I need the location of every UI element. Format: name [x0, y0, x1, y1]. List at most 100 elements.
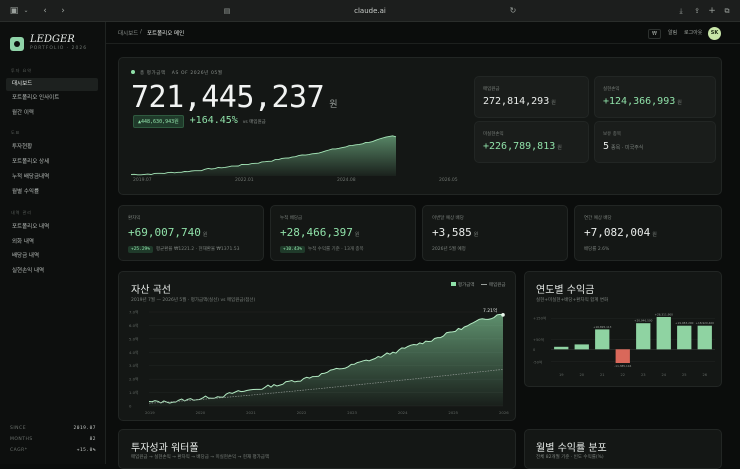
sidebar-item-realized-log[interactable]: 실현손익 내역	[12, 268, 45, 274]
x-tick-label: 2024	[398, 410, 408, 415]
x-tick-label: 23	[641, 373, 646, 377]
x-tick-label: 22	[621, 373, 626, 377]
hero-axis-label: 2024.08	[337, 177, 356, 183]
annual-bar	[574, 344, 589, 350]
sidebar-item-portfolio-log[interactable]: 포트폴리오 내역	[12, 224, 50, 230]
asset-line	[148, 313, 504, 404]
chevron-down-icon[interactable]: ⌄	[23, 7, 29, 14]
back-icon[interactable]: ‹	[43, 6, 47, 16]
x-tick-label: 24	[662, 373, 667, 377]
annual-profit-card: 연도별 수익금 실현+미실현+배당+환차익 합계 변화 +150억 +50억 0 -5…	[524, 271, 722, 387]
y-tick-label: 0	[129, 404, 132, 409]
stat-card-unrealized: 미실현손익 +226,789,813 원	[474, 121, 589, 163]
annual-bar	[554, 346, 569, 350]
sidebar-item-portfolio-detail[interactable]: 포트폴리오 상세	[12, 159, 50, 165]
y-tick-label: 3.0억	[129, 363, 139, 368]
download-icon[interactable]: ⤓	[679, 7, 683, 15]
asset-curve-legend: 평가금액 매입원금	[451, 282, 506, 288]
x-tick-label: 25	[682, 373, 687, 377]
top-bar: 대시보드 / 포트폴리오 메인 ₩ 알림 로그아웃 SK	[106, 22, 740, 44]
sidebar-item-dashboard[interactable]: 대시보드	[6, 78, 98, 91]
kpi-card-month-dividend: 이번달 예상 배당 +3,585 원 2026년 5월 예정	[422, 205, 568, 261]
hero-delta: ▲448,630,943원 +164.45% vs 매입원금	[133, 115, 266, 128]
x-tick-label: 20	[580, 373, 585, 377]
reader-icon[interactable]: ▤	[223, 7, 231, 15]
sidebar-item-fx-log[interactable]: 외화 내역	[12, 239, 34, 245]
annual-bar	[595, 329, 610, 350]
y-tick-label: 6.0억	[129, 323, 139, 328]
hero-sparkline-line	[131, 135, 397, 176]
bar-value-label: +20,946,500	[634, 319, 653, 323]
kpi-card-fx-gain: 환차익 +69,007,740 원 +25.29% 평균환율 ₩1221.2 · 현…	[118, 205, 264, 261]
annual-profit-title: 연도별 수익금	[536, 285, 595, 296]
x-tick-label: 2020	[196, 410, 206, 415]
forward-icon[interactable]: ›	[61, 6, 65, 16]
annual-bar	[677, 325, 692, 350]
hero-card: 총 평가금액 AS OF 2026년 05월 721,445,237 원 ▲448…	[118, 57, 722, 195]
sidebar-item-dividend-log[interactable]: 배당금 내역	[12, 253, 40, 259]
y-tick-label: +50억	[533, 337, 544, 342]
bar-value-label: +26,311,900	[655, 313, 674, 317]
asset-curve-card: 자산 곡선 2019년 7월 — 2026년 5월 · 평가금액(실선) vs …	[118, 271, 516, 421]
y-tick-label: 2.0억	[129, 377, 139, 382]
bar-value-label: +16,895,113	[593, 325, 612, 329]
peak-label: 7.21억	[483, 307, 497, 314]
y-tick-label: 7.0억	[129, 310, 139, 315]
stat-card-realized: 실현손익 +124,366,993 원	[594, 76, 716, 118]
stat-since: SINCE 2019.07	[10, 426, 96, 431]
breadcrumb-separator: /	[140, 29, 142, 35]
sidebar-item-cumulative-dividends[interactable]: 누적 배당금내역	[12, 174, 50, 180]
peak-point	[501, 313, 505, 317]
logout-button[interactable]: 로그아웃	[684, 30, 703, 36]
share-icon[interactable]: ⇪	[694, 7, 700, 15]
waterfall-subtitle: 매입원금 → 실현손익 → 환차익 → 배당금 → 미실현손익 → 현재 평가금…	[131, 455, 270, 460]
breadcrumb-root[interactable]: 대시보드	[118, 31, 139, 37]
y-tick-label: +150억	[533, 316, 546, 321]
asset-curve-chart: 7.0억 6.0억 5.0억 4.0억 3.0억 2.0억 1.0억 0 2019 2020 202…	[129, 307, 509, 415]
sidebar-item-investment-status[interactable]: 투자현황	[12, 144, 33, 150]
sidebar-item-monthly-returns[interactable]: 월별 수익률	[12, 189, 40, 195]
x-tick-label: 2022	[297, 410, 307, 415]
y-tick-label: 5.0억	[129, 336, 139, 341]
monthly-distribution-title: 월별 수익률 분포	[536, 443, 607, 454]
x-tick-label: 2026	[499, 410, 509, 415]
asset-curve-title: 자산 곡선	[131, 285, 171, 296]
x-tick-label: 26	[703, 373, 708, 377]
avatar[interactable]: SK	[708, 27, 721, 40]
hero-axis-label: 2026.05	[439, 177, 458, 183]
hero-sparkline: 2019.07 2022.01 2024.08 2026.05	[131, 135, 458, 183]
hero-sparkline-area	[131, 135, 396, 176]
stat-card-holdings: 보유 종목 5 종목 · 미국주식	[594, 121, 716, 163]
x-tick-label: 19	[559, 373, 564, 377]
annual-bar	[656, 317, 671, 350]
y-tick-label: 1.0억	[129, 390, 139, 395]
annual-profit-subtitle: 실현+미실현+배당+환차익 합계 변화	[536, 298, 609, 303]
brand-title: LEDGER	[30, 34, 75, 45]
bar-value-label: +18,920,400	[696, 321, 715, 325]
kpi-card-dividends: 누적 배당금 +28,466,397 원 +10.43% 누적 수익률 기준 · 1…	[270, 205, 416, 261]
address-bar[interactable]: claude.ai	[354, 7, 386, 15]
asset-area	[149, 314, 503, 406]
nav-section-label: 투자 요약	[11, 68, 32, 73]
tabs-overview-icon[interactable]: ⧉	[724, 7, 730, 15]
hero-axis-label: 2019.07	[133, 177, 152, 183]
breadcrumb-current: 포트폴리오 메인	[147, 31, 185, 37]
x-tick-label: 2023	[347, 410, 357, 415]
asset-curve-subtitle: 2019년 7월 — 2026년 5월 · 평가금액(실선) vs 매입원금(점…	[131, 298, 256, 303]
sidebar-item-monthly-history[interactable]: 월간 이력	[12, 110, 34, 116]
sidebar-item-insights[interactable]: 포트폴리오 인사이트	[12, 95, 60, 101]
x-tick-label: 2021	[246, 410, 256, 415]
currency-toggle[interactable]: ₩	[648, 29, 661, 39]
legend-swatch-icon	[481, 284, 487, 285]
brand-subtitle: PORTFOLIO · 2026	[30, 46, 88, 51]
sidebar-toggle-icon[interactable]: ▣	[9, 6, 19, 16]
alarm-button[interactable]: 알림	[668, 30, 678, 36]
x-tick-label: 2019	[145, 410, 155, 415]
delta-note: vs 매입원금	[242, 120, 266, 125]
annual-bar	[636, 323, 651, 350]
bar-value-label: +19,083,200	[675, 321, 694, 325]
new-tab-icon[interactable]: +	[708, 6, 716, 16]
y-tick-label: 4.0억	[129, 350, 139, 355]
monthly-distribution-subtitle: 전체 82개월 기준 · 빈도 수익률(%)	[536, 455, 604, 460]
reload-icon[interactable]: ↻	[509, 6, 517, 15]
